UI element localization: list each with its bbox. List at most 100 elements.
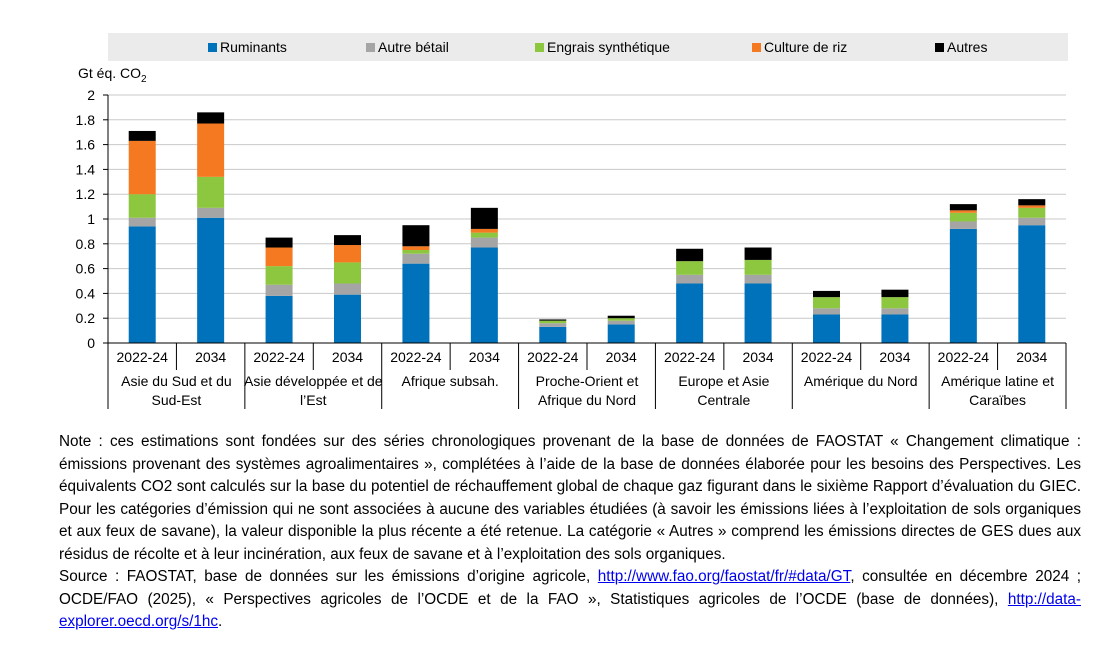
bar-segment-engrais-synth-tique [128, 194, 156, 218]
bar-segment-culture-de-riz [334, 245, 361, 263]
bar-segment-engrais-synth-tique [676, 261, 704, 275]
bar-segment-autres [881, 289, 909, 298]
bar-segment-engrais-synth-tique [197, 176, 225, 208]
bar-segment-autre-b-tail [539, 323, 567, 327]
bar-segment-engrais-synth-tique [949, 212, 977, 222]
x-category-label: 2022-24 [117, 349, 169, 365]
x-category-label: 2022-24 [253, 349, 305, 365]
bar-segment-autres [334, 235, 361, 246]
bar-segment-ruminants [128, 226, 156, 343]
bar-segment-autre-b-tail [470, 237, 498, 248]
bar-segment-autres [128, 130, 156, 141]
x-category-label: 2022-24 [390, 349, 442, 365]
bar-segment-ruminants [607, 324, 635, 343]
legend-label-4: Autres [947, 39, 987, 55]
legend-swatch-0 [208, 43, 217, 52]
bar-segment-autre-b-tail [881, 308, 909, 315]
legend-swatch-4 [935, 43, 944, 52]
bar-segment-culture-de-riz [265, 247, 293, 267]
bar-segment-ruminants [470, 247, 498, 343]
bar-segment-autre-b-tail [265, 284, 293, 296]
bar-segment-autres [402, 225, 430, 247]
x-group-label: Proche-Orient et [536, 373, 639, 389]
legend-swatch-3 [752, 43, 761, 52]
x-category-label: 2022-24 [527, 349, 579, 365]
y-tick-label: 1 [87, 211, 95, 227]
bar-segment-engrais-synth-tique [881, 297, 909, 309]
bar-segment-autres [265, 237, 293, 248]
bar-segment-ruminants [949, 228, 977, 343]
bar-segment-autres [949, 204, 977, 211]
y-tick-label: 0.8 [76, 236, 96, 252]
x-group-label: Afrique subsah. [401, 373, 498, 389]
bar-segment-engrais-synth-tique [607, 318, 635, 321]
legend: Ruminants Autre bétail Engrais synthétique… [208, 39, 987, 55]
legend-label-0: Ruminants [220, 39, 287, 55]
bar-segment-culture-de-riz [470, 228, 498, 233]
bar-segment-autre-b-tail [676, 274, 704, 284]
y-axis-label: Gt éq. CO2 [78, 65, 147, 85]
bar-segment-ruminants [881, 314, 909, 343]
bar-segment-engrais-synth-tique [539, 320, 567, 324]
x-group-label: Asie développée et de [244, 373, 383, 389]
y-tick-label: 0.6 [76, 261, 96, 277]
bar-segment-autres [1018, 199, 1046, 206]
bar-segment-ruminants [197, 217, 225, 343]
bar-segment-engrais-synth-tique [1018, 207, 1046, 218]
bar-segment-ruminants [676, 283, 704, 343]
x-category-label: 2034 [606, 349, 637, 365]
legend-label-2: Engrais synthétique [547, 39, 670, 55]
x-axis-labels: 2022-24 2034 2022-24 2034 2022-24 2034 2022-24… [107, 343, 1067, 409]
x-category-label: 2022-24 [938, 349, 990, 365]
bar-segment-autres [744, 247, 772, 260]
faostat-link[interactable]: http://www.fao.org/faostat/fr/#data/GT [597, 568, 851, 585]
bar-segment-engrais-synth-tique [265, 266, 293, 285]
y-tick-label: 2 [87, 87, 95, 103]
bar-segment-autre-b-tail [197, 207, 225, 218]
bar-segment-ruminants [334, 294, 361, 343]
x-group-label: Centrale [697, 392, 750, 408]
y-tick-label: 0.2 [76, 310, 96, 326]
bar-segment-ruminants [265, 295, 293, 343]
legend-swatch-1 [366, 43, 375, 52]
bar-segment-engrais-synth-tique [334, 262, 361, 284]
legend-label-3: Culture de riz [764, 39, 847, 55]
x-group-label: Amérique latine et [941, 373, 1054, 389]
legend-label-1: Autre bétail [378, 39, 449, 55]
oecd-data-explorer-link[interactable]: http://data-explorer.oecd.org/s/1hc [59, 590, 1081, 631]
bar-segment-autre-b-tail [607, 320, 635, 325]
y-tick-label: 1.4 [76, 161, 96, 177]
x-group-label: Caraïbes [969, 392, 1026, 408]
source-suffix: . [218, 613, 223, 630]
y-tick-label: 1.6 [76, 137, 96, 153]
bar-segment-autre-b-tail [1018, 217, 1046, 226]
x-group-label: Asie du Sud et du [121, 373, 232, 389]
bar-segment-engrais-synth-tique [744, 259, 772, 275]
x-category-label: 2034 [195, 349, 226, 365]
bar-segment-autre-b-tail [334, 283, 361, 295]
note-text: Note : ces estimations sont fondées sur … [59, 433, 1081, 563]
bar-segment-culture-de-riz [1018, 205, 1046, 208]
source-prefix: Source : FAOSTAT, base de données sur le… [59, 568, 598, 585]
bar-segment-autres [607, 315, 635, 319]
bar-segment-autre-b-tail [949, 221, 977, 229]
bar-segment-autres [539, 319, 567, 321]
x-category-label: 2034 [1016, 349, 1047, 365]
bar-segment-autres [197, 112, 225, 124]
x-category-label: 2034 [742, 349, 773, 365]
bar-segment-engrais-synth-tique [813, 297, 840, 309]
bar-segment-autres [676, 248, 704, 262]
x-category-label: 2022-24 [664, 349, 716, 365]
x-group-label: Afrique du Nord [538, 392, 636, 408]
y-tick-label: 1.2 [76, 186, 96, 202]
bar-segment-autres [813, 290, 840, 298]
bar-segment-autres [470, 207, 498, 229]
bars [128, 112, 1046, 343]
x-category-label: 2034 [332, 349, 363, 365]
bar-segment-ruminants [539, 326, 567, 343]
bar-segment-engrais-synth-tique [470, 232, 498, 238]
bar-segment-autre-b-tail [402, 253, 430, 264]
source-middle: , consultée en décembre 2024 ; OCDE/FAO … [59, 568, 1081, 608]
bar-segment-culture-de-riz [949, 210, 977, 213]
x-group-label: Europe et Asie [678, 373, 769, 389]
